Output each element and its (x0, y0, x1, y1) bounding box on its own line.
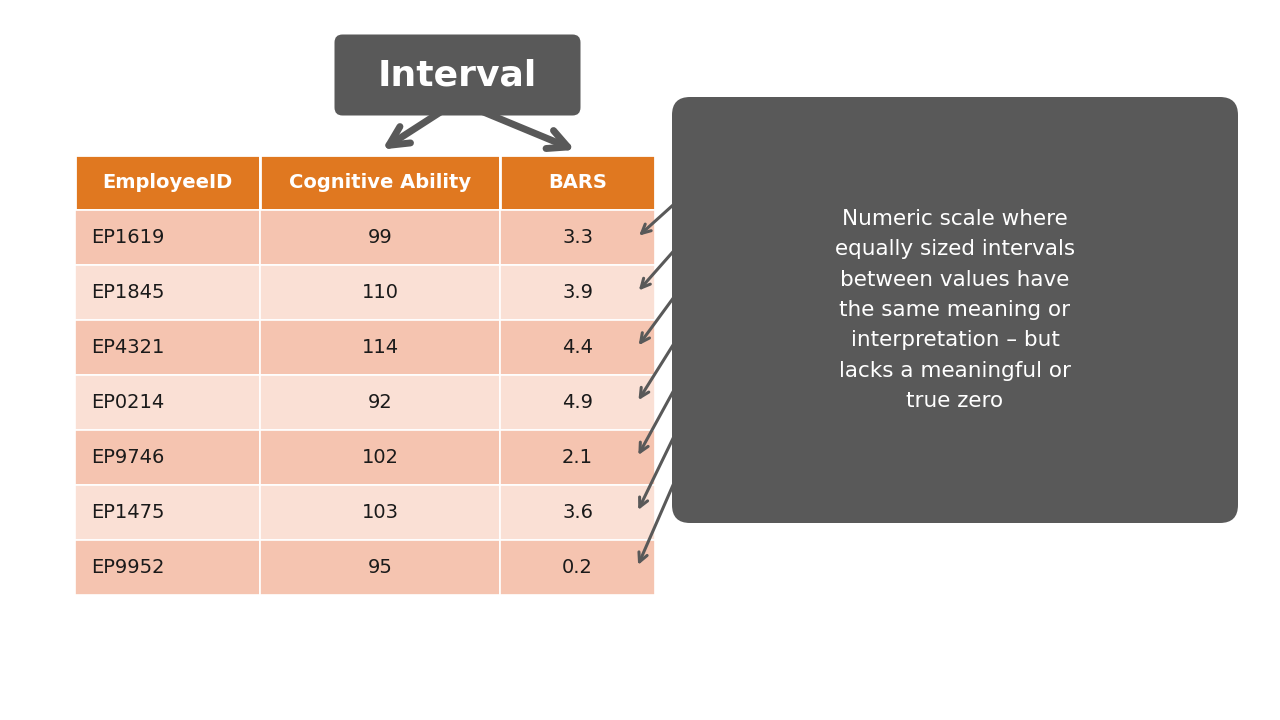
Text: 99: 99 (367, 228, 393, 247)
FancyBboxPatch shape (500, 430, 655, 485)
Text: 3.9: 3.9 (562, 283, 593, 302)
Text: 103: 103 (361, 503, 398, 522)
FancyBboxPatch shape (76, 430, 260, 485)
FancyBboxPatch shape (76, 155, 260, 210)
FancyBboxPatch shape (76, 540, 260, 595)
Text: 2.1: 2.1 (562, 448, 593, 467)
FancyBboxPatch shape (260, 320, 500, 375)
Text: EP4321: EP4321 (91, 338, 164, 357)
FancyBboxPatch shape (76, 375, 260, 430)
Text: 4.4: 4.4 (562, 338, 593, 357)
Text: Numeric scale where
equally sized intervals
between values have
the same meaning: Numeric scale where equally sized interv… (835, 209, 1075, 411)
Text: 114: 114 (361, 338, 398, 357)
FancyBboxPatch shape (260, 485, 500, 540)
FancyBboxPatch shape (260, 375, 500, 430)
Text: EP0214: EP0214 (91, 393, 164, 412)
Text: EP1619: EP1619 (91, 228, 164, 247)
Text: EP9952: EP9952 (91, 558, 165, 577)
FancyBboxPatch shape (76, 265, 260, 320)
Text: 4.9: 4.9 (562, 393, 593, 412)
FancyBboxPatch shape (260, 210, 500, 265)
FancyBboxPatch shape (260, 540, 500, 595)
FancyBboxPatch shape (500, 375, 655, 430)
FancyBboxPatch shape (260, 430, 500, 485)
FancyBboxPatch shape (500, 485, 655, 540)
Text: 3.3: 3.3 (562, 228, 593, 247)
FancyBboxPatch shape (76, 485, 260, 540)
Text: 0.2: 0.2 (562, 558, 593, 577)
FancyBboxPatch shape (260, 265, 500, 320)
Text: EP1475: EP1475 (91, 503, 165, 522)
FancyBboxPatch shape (260, 155, 500, 210)
FancyBboxPatch shape (672, 97, 1238, 523)
FancyBboxPatch shape (500, 210, 655, 265)
Text: BARS: BARS (548, 173, 607, 192)
FancyBboxPatch shape (500, 320, 655, 375)
FancyBboxPatch shape (500, 155, 655, 210)
FancyBboxPatch shape (76, 210, 260, 265)
Text: EP1845: EP1845 (91, 283, 165, 302)
FancyBboxPatch shape (76, 320, 260, 375)
Text: 102: 102 (361, 448, 398, 467)
FancyBboxPatch shape (334, 35, 581, 115)
Text: 3.6: 3.6 (562, 503, 593, 522)
Text: Interval: Interval (378, 58, 538, 92)
FancyBboxPatch shape (500, 540, 655, 595)
Text: 95: 95 (367, 558, 393, 577)
Text: EP9746: EP9746 (91, 448, 164, 467)
Text: 92: 92 (367, 393, 393, 412)
Text: Cognitive Ability: Cognitive Ability (289, 173, 471, 192)
FancyBboxPatch shape (500, 265, 655, 320)
Text: EmployeeID: EmployeeID (102, 173, 233, 192)
Text: 110: 110 (361, 283, 398, 302)
